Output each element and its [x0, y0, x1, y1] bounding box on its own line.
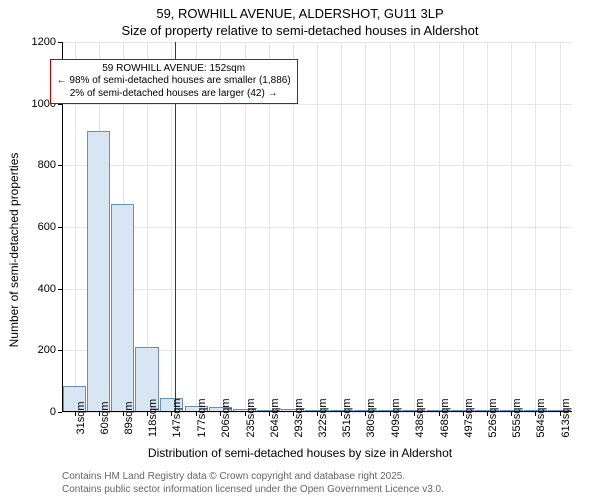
grid-line-v: [439, 42, 440, 412]
xtick-mark: [75, 412, 76, 416]
xtick-label: 235sqm: [245, 398, 257, 437]
histogram-bar: [111, 204, 134, 412]
xtick-label: 322sqm: [317, 398, 329, 437]
xtick-mark: [196, 412, 197, 416]
xtick-label: 468sqm: [439, 398, 451, 437]
grid-line-v: [365, 42, 366, 412]
xtick-label: 380sqm: [365, 398, 377, 437]
xtick-mark: [245, 412, 246, 416]
xtick-label: 264sqm: [269, 398, 281, 437]
annotation-line: 2% of semi-detached houses are larger (4…: [57, 88, 291, 101]
grid-line-v: [463, 42, 464, 412]
xtick-label: 584sqm: [535, 398, 547, 437]
xtick-mark: [511, 412, 512, 416]
xtick-mark: [463, 412, 464, 416]
xtick-label: 438sqm: [414, 398, 426, 437]
ytick-label: 200: [38, 344, 56, 356]
xtick-label: 147sqm: [171, 398, 183, 437]
footer-line-2: Contains public sector information licen…: [62, 484, 444, 497]
xtick-mark: [439, 412, 440, 416]
xtick-mark: [171, 412, 172, 416]
histogram-plot: 020040060080010001200 31sqm60sqm89sqm118…: [62, 42, 572, 412]
ytick-mark: [58, 42, 62, 43]
xtick-mark: [560, 412, 561, 416]
xtick-label: 89sqm: [123, 401, 135, 434]
grid-line-v: [511, 42, 512, 412]
xtick-label: 177sqm: [196, 398, 208, 437]
annotation-line: 59 ROWHILL AVENUE: 152sqm: [57, 63, 291, 76]
footer-line-1: Contains HM Land Registry data © Crown c…: [62, 471, 444, 484]
xtick-mark: [317, 412, 318, 416]
annotation-box: 59 ROWHILL AVENUE: 152sqm← 98% of semi-d…: [50, 59, 298, 105]
y-axis-label: Number of semi-detached properties: [7, 153, 21, 348]
xtick-label: 206sqm: [220, 398, 232, 437]
xtick-mark: [123, 412, 124, 416]
xtick-label: 409sqm: [390, 398, 402, 437]
xtick-mark: [341, 412, 342, 416]
grid-line-v: [317, 42, 318, 412]
ytick-mark: [58, 165, 62, 166]
ytick-label: 800: [38, 159, 56, 171]
grid-line-v: [535, 42, 536, 412]
title-line-1: 59, ROWHILL AVENUE, ALDERSHOT, GU11 3LP: [0, 0, 600, 21]
ytick-mark: [58, 227, 62, 228]
xtick-mark: [147, 412, 148, 416]
x-axis-label: Distribution of semi-detached houses by …: [148, 446, 452, 460]
grid-line-v: [414, 42, 415, 412]
ytick-label: 0: [50, 406, 56, 418]
xtick-label: 497sqm: [463, 398, 475, 437]
annotation-line: ← 98% of semi-detached houses are smalle…: [57, 75, 291, 88]
xtick-label: 293sqm: [293, 398, 305, 437]
xtick-label: 526sqm: [487, 398, 499, 437]
xtick-mark: [487, 412, 488, 416]
xtick-label: 60sqm: [99, 401, 111, 434]
footer-attribution: Contains HM Land Registry data © Crown c…: [62, 471, 444, 496]
xtick-label: 613sqm: [560, 398, 572, 437]
xtick-label: 555sqm: [511, 398, 523, 437]
ytick-mark: [58, 289, 62, 290]
xtick-label: 31sqm: [75, 401, 87, 434]
xtick-label: 118sqm: [147, 399, 159, 437]
ytick-label: 600: [38, 221, 56, 233]
grid-line-v: [390, 42, 391, 412]
title-line-2: Size of property relative to semi-detach…: [0, 21, 600, 38]
ytick-mark: [58, 412, 62, 413]
xtick-mark: [390, 412, 391, 416]
ytick-label: 400: [38, 283, 56, 295]
grid-line-v: [341, 42, 342, 412]
ytick-mark: [58, 350, 62, 351]
xtick-mark: [293, 412, 294, 416]
xtick-mark: [535, 412, 536, 416]
xtick-mark: [414, 412, 415, 416]
ytick-label: 1200: [32, 36, 56, 48]
xtick-mark: [269, 412, 270, 416]
histogram-bar: [87, 131, 110, 412]
xtick-mark: [365, 412, 366, 416]
xtick-label: 351sqm: [341, 398, 353, 437]
grid-line-v: [487, 42, 488, 412]
xtick-mark: [99, 412, 100, 416]
xtick-mark: [220, 412, 221, 416]
grid-line-v: [560, 42, 561, 412]
